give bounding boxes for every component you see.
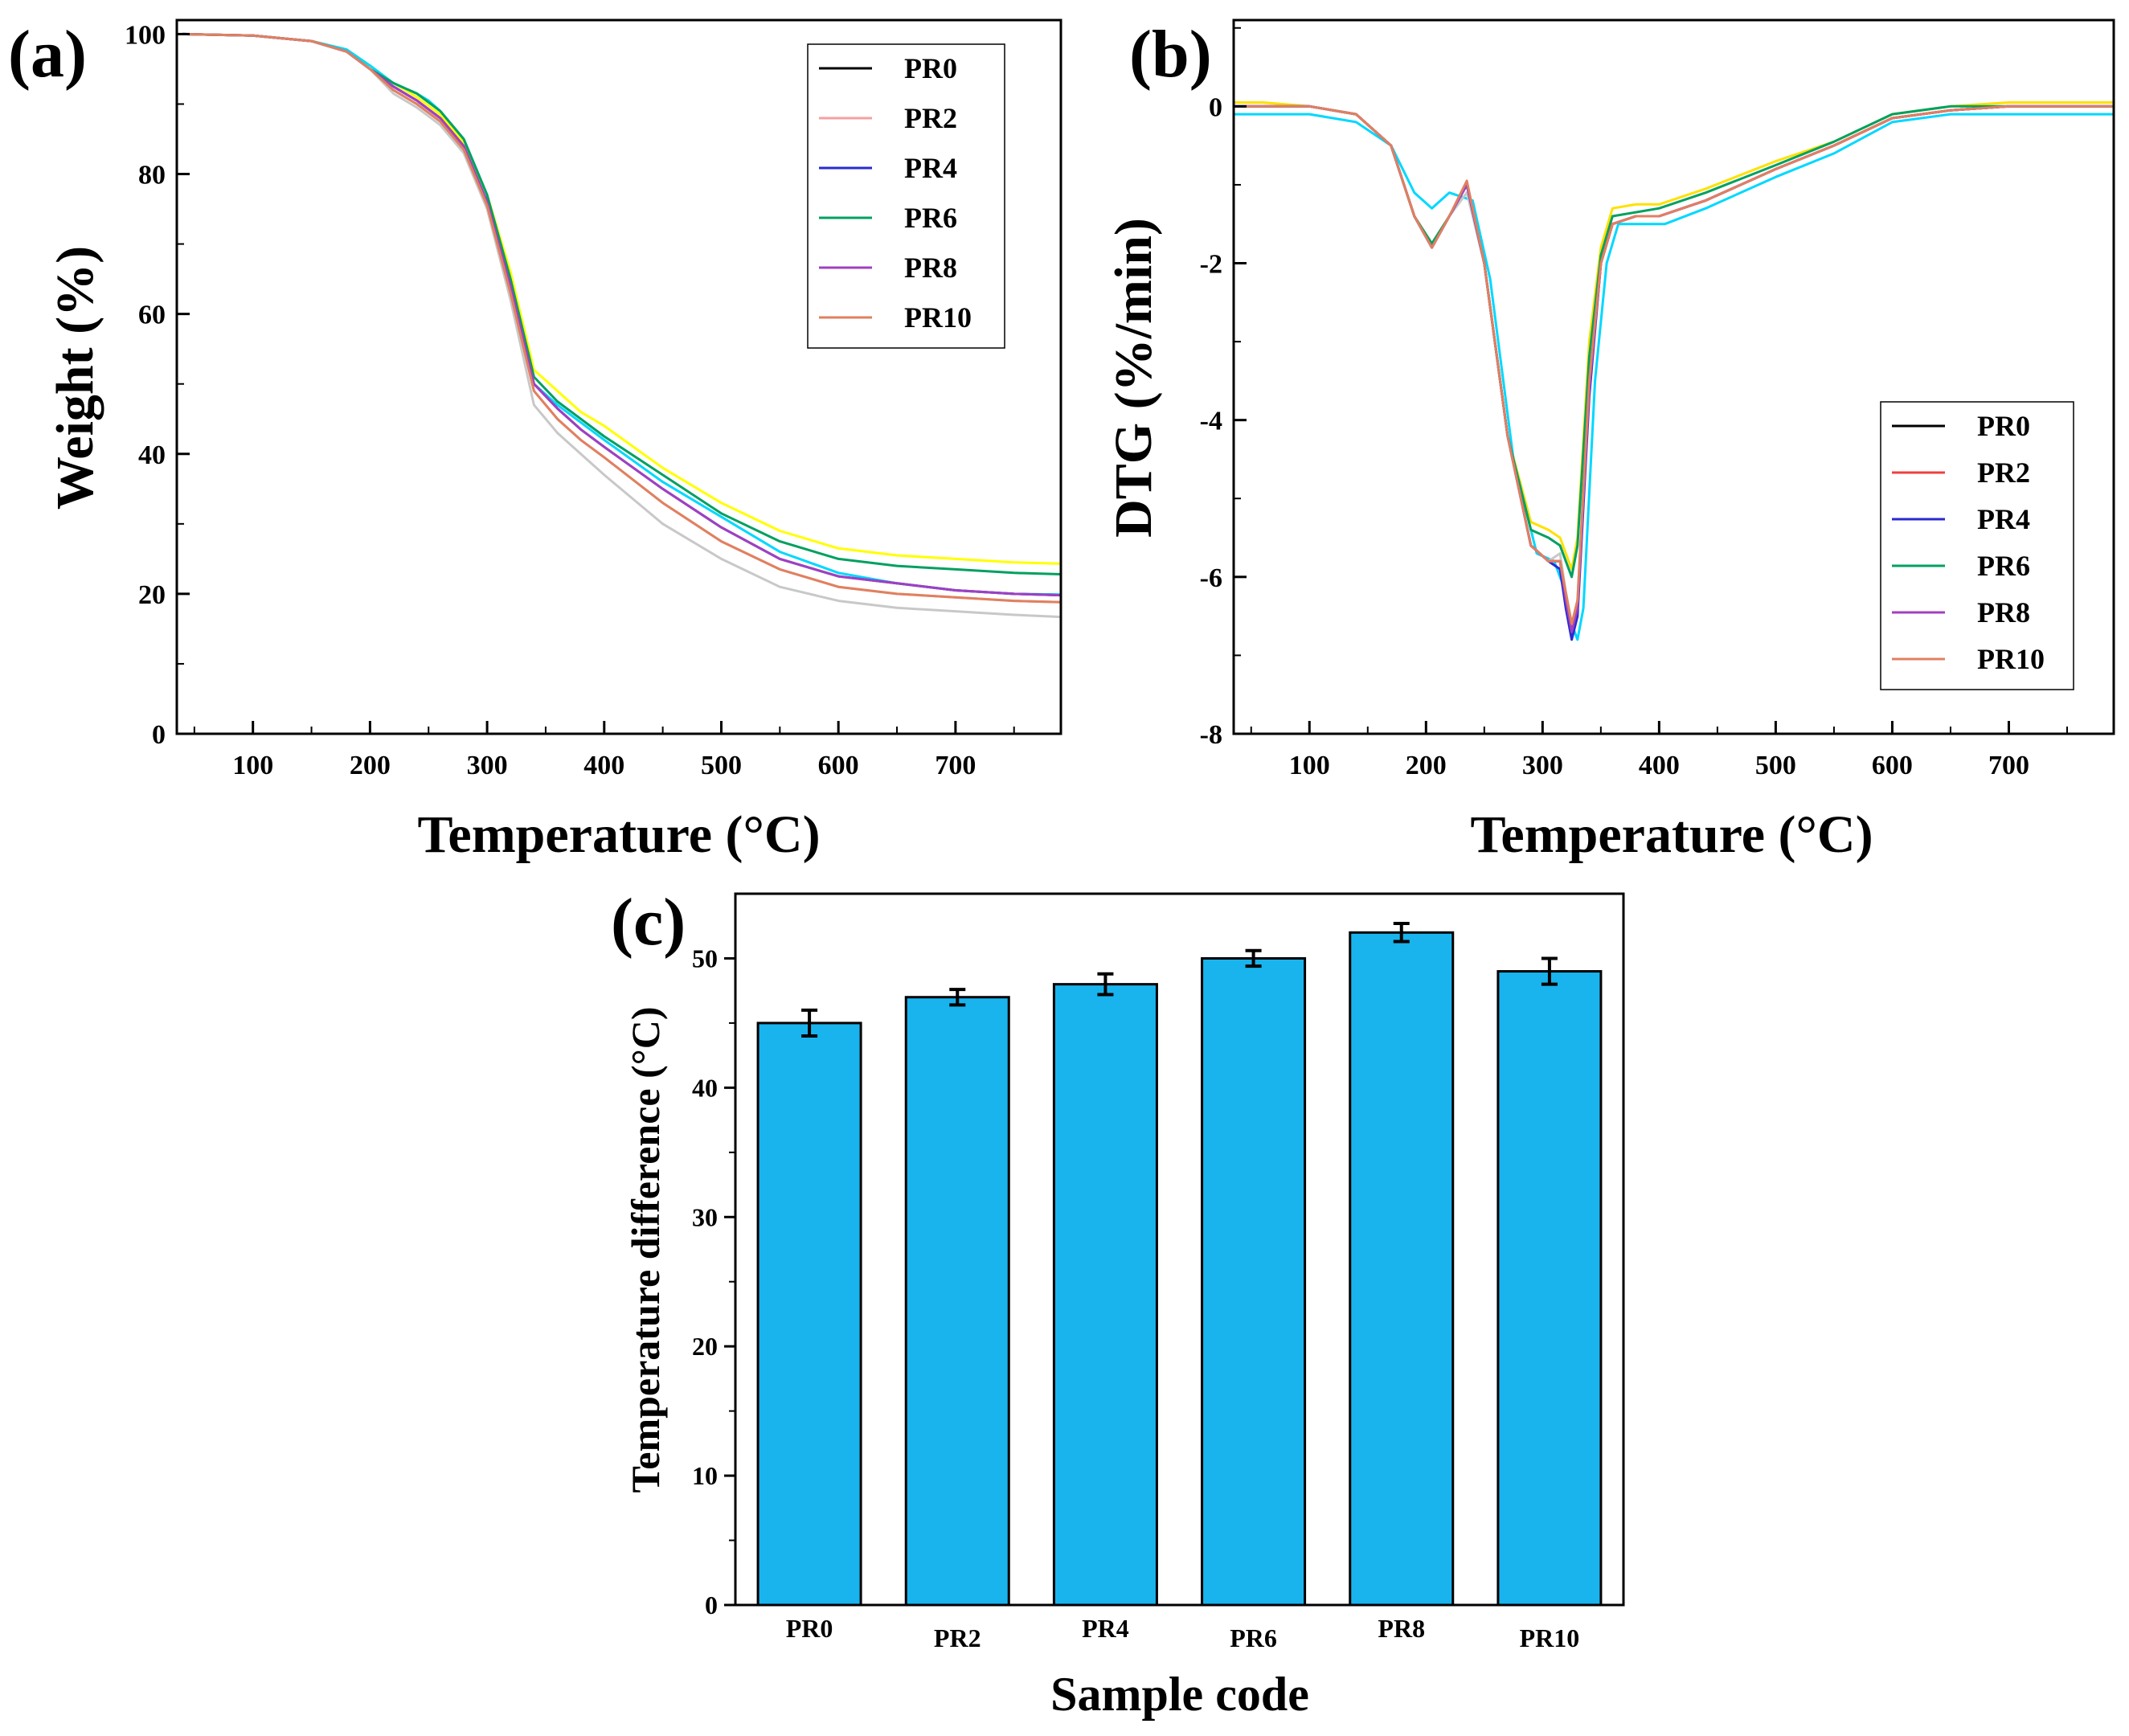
panel-b-series-lines: [1234, 101, 2114, 641]
panel-a-label: (a): [8, 17, 87, 92]
a-x-tick-label: 300: [467, 751, 508, 780]
a-x-tick-label: 200: [350, 751, 391, 780]
a-x-tick-label: 500: [701, 751, 742, 780]
a-legend-label-pr4: PR4: [904, 152, 957, 184]
c-y-tick-label: 30: [692, 1202, 718, 1231]
x-category-label: PR8: [1378, 1614, 1425, 1643]
panel-b-axes: 100 200 300 400 500 600 700 -8 -6 -4 -2 0: [1200, 27, 2068, 780]
b-y-tick-label: 0: [1209, 92, 1222, 122]
b-y-tick-label: -2: [1200, 250, 1222, 280]
c-y-tick-label: 0: [705, 1591, 718, 1619]
panel-b-y-axis-title: DTG (%/min): [1104, 218, 1163, 538]
panel-a-plot-frame: [175, 18, 1062, 735]
panel-c-bar-chart: (c) PR0 PR2 PR4 PR6 PR8 PR10 0 10 20 30 40 50 Samp…: [611, 885, 1625, 1721]
bar-pr4: [1052, 983, 1158, 1607]
b-x-tick-label: 600: [1872, 751, 1913, 780]
panel-b-label: (b): [1129, 17, 1212, 92]
panel-a-axes: 100 200 300 400 500 600 700 0 20 40 60 80 100: [125, 20, 1015, 780]
panel-a-y-axis-title: Weight (%): [46, 246, 104, 510]
b-x-tick-label: 700: [1988, 751, 2029, 780]
b-x-tick-label: 200: [1406, 751, 1447, 780]
panel-c-bars: PR0 PR2 PR4 PR6 PR8 PR10: [756, 922, 1603, 1652]
a-legend-label-pr6: PR6: [904, 202, 957, 234]
bar-pr8: [1349, 931, 1455, 1607]
b-y-tick-label: -8: [1200, 720, 1222, 750]
x-category-label: PR0: [786, 1614, 833, 1643]
c-y-tick-label: 40: [692, 1073, 718, 1102]
a-x-tick-label: 400: [583, 751, 624, 780]
bar-pr6: [1201, 956, 1307, 1607]
bar-pr0: [756, 1022, 862, 1607]
a-legend-label-pr10: PR10: [904, 301, 972, 334]
panel-c-label: (c): [611, 885, 686, 960]
panel-a-x-axis-title: Temperature (°C): [417, 805, 820, 864]
panel-c-y-axis-title: Temperature difference (°C): [623, 1006, 668, 1492]
b-legend-label-pr8: PR8: [1977, 596, 2030, 628]
a-y-tick-label: 60: [138, 301, 166, 330]
panel-b-legend: PR0 PR2 PR4 PR6 PR8 PR10: [1880, 401, 2074, 690]
c-y-tick-label: 10: [692, 1461, 718, 1490]
panel-a-legend: PR0 PR2 PR4 PR6 PR8 PR10: [807, 43, 1005, 349]
b-x-tick-label: 300: [1522, 751, 1563, 780]
b-legend-label-pr0: PR0: [1977, 410, 2030, 442]
b-x-tick-label: 500: [1755, 751, 1796, 780]
x-category-label: PR10: [1520, 1623, 1580, 1652]
a-legend-label-pr8: PR8: [904, 252, 957, 284]
b-legend-label-pr2: PR2: [1977, 457, 2030, 489]
x-category-label: PR2: [934, 1623, 981, 1652]
bar-pr10: [1496, 970, 1603, 1607]
a-y-tick-label: 100: [125, 20, 166, 50]
c-y-tick-label: 50: [692, 944, 718, 972]
b-legend-label-pr4: PR4: [1977, 503, 2030, 535]
a-y-tick-label: 20: [138, 580, 166, 610]
b-x-tick-label: 100: [1289, 751, 1330, 780]
b-series-line-pr10: [1234, 104, 2114, 625]
a-y-tick-label: 0: [152, 720, 166, 750]
panel-c-axes: 0 10 20 30 40 50: [692, 944, 735, 1619]
panel-b-x-axis-title: Temperature (°C): [1470, 805, 1873, 864]
b-x-tick-label: 400: [1639, 751, 1680, 780]
a-x-tick-label: 100: [232, 751, 273, 780]
a-legend-label-pr0: PR0: [904, 52, 957, 84]
panel-a-series-lines: [182, 32, 1062, 619]
panel-b-dtg-chart: (b) 100 200 300 400 500 600 700 -8 -6 -4 -2 0 Tempe…: [1104, 17, 2115, 864]
c-y-tick-label: 20: [692, 1332, 718, 1361]
panel-c-plot-frame: [734, 892, 1625, 1607]
b-y-tick-label: -4: [1200, 407, 1222, 436]
panel-b-plot-frame: [1232, 18, 2115, 735]
x-category-label: PR6: [1230, 1623, 1277, 1652]
b-y-tick-label: -6: [1200, 563, 1222, 593]
a-series-line-pr10: [182, 32, 1062, 604]
b-legend-box: [1880, 401, 2074, 690]
b-legend-label-pr10: PR10: [1977, 643, 2045, 675]
a-y-tick-label: 40: [138, 440, 166, 470]
b-legend-label-pr6: PR6: [1977, 550, 2030, 582]
a-legend-box: [807, 43, 1005, 349]
panel-a-tga-chart: (a) 100 200 300 400 500 600 700 0 20 40 60 80 100 Te…: [8, 17, 1062, 864]
panel-c-x-axis-title: Sample code: [1050, 1668, 1309, 1721]
x-category-label: PR4: [1082, 1614, 1129, 1643]
bar-pr2: [904, 996, 1010, 1607]
a-x-tick-label: 600: [818, 751, 859, 780]
a-y-tick-label: 80: [138, 161, 166, 190]
a-legend-label-pr2: PR2: [904, 102, 957, 134]
a-x-tick-label: 700: [935, 751, 976, 780]
